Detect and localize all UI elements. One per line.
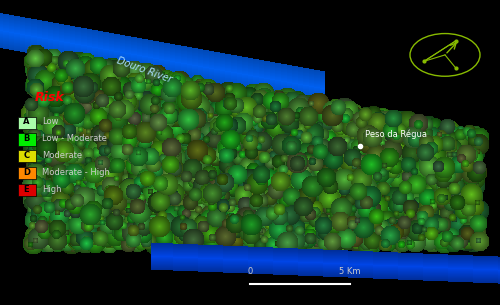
Text: 5 Km: 5 Km bbox=[339, 267, 361, 277]
Text: C: C bbox=[24, 151, 30, 160]
Text: D: D bbox=[23, 168, 30, 177]
Text: A: A bbox=[24, 117, 30, 127]
Text: Risk: Risk bbox=[35, 91, 65, 104]
FancyBboxPatch shape bbox=[18, 184, 36, 196]
FancyBboxPatch shape bbox=[18, 133, 36, 146]
FancyBboxPatch shape bbox=[18, 117, 36, 129]
Text: Peso da Régua: Peso da Régua bbox=[365, 130, 427, 139]
FancyBboxPatch shape bbox=[18, 167, 36, 179]
Text: Low - Moderate: Low - Moderate bbox=[42, 134, 107, 143]
Text: High: High bbox=[42, 185, 62, 194]
Text: 0: 0 bbox=[248, 267, 252, 277]
Text: B: B bbox=[24, 134, 30, 143]
Text: Douro River: Douro River bbox=[115, 55, 173, 84]
Text: E: E bbox=[24, 185, 30, 194]
Text: Low: Low bbox=[42, 117, 59, 127]
Text: Moderate: Moderate bbox=[42, 151, 82, 160]
Text: Moderate - High: Moderate - High bbox=[42, 168, 110, 177]
FancyBboxPatch shape bbox=[18, 150, 36, 163]
